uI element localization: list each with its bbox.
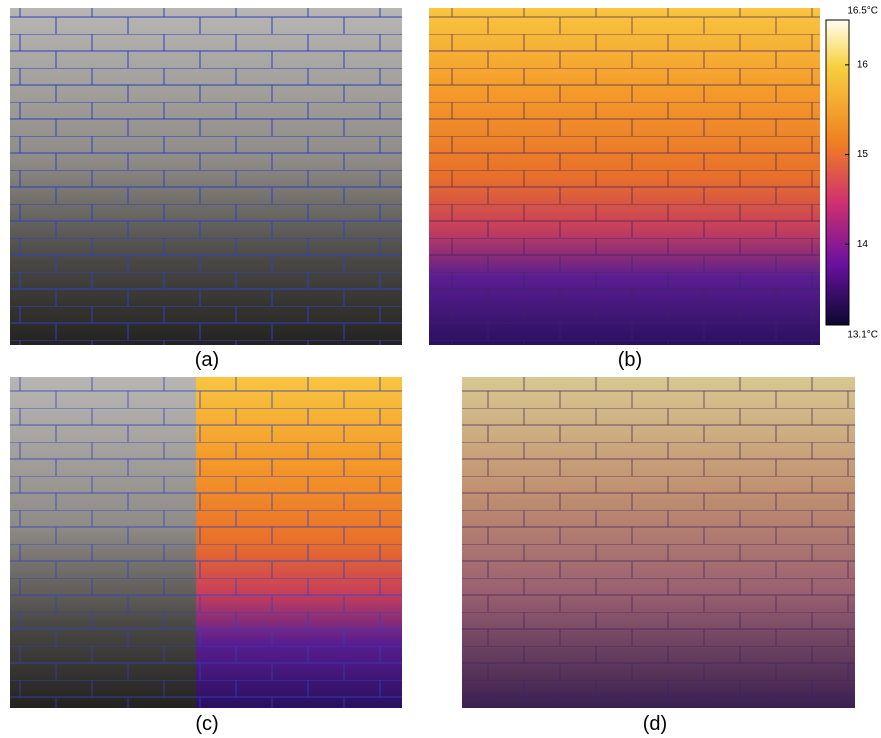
panel-label: (c): [195, 713, 218, 735]
panel-label: (d): [643, 713, 667, 735]
panel-a: [10, 8, 402, 345]
colorbar-label: 14: [857, 239, 869, 250]
figure: (a) (b) (c) (d) 16.5°C 16 15 14 13.1°C: [0, 0, 881, 738]
colorbar-label: 16: [857, 59, 869, 70]
panel-label: (b): [618, 349, 642, 371]
panel-b: [429, 8, 849, 345]
panel-label: (a): [195, 349, 219, 371]
panel-d: [462, 377, 855, 708]
colorbar: [826, 20, 849, 325]
colorbar-label: 15: [857, 149, 869, 160]
colorbar-label: 16.5°C: [847, 6, 878, 17]
colorbar-label: 13.1°C: [847, 330, 878, 341]
panel-c: [10, 377, 402, 708]
